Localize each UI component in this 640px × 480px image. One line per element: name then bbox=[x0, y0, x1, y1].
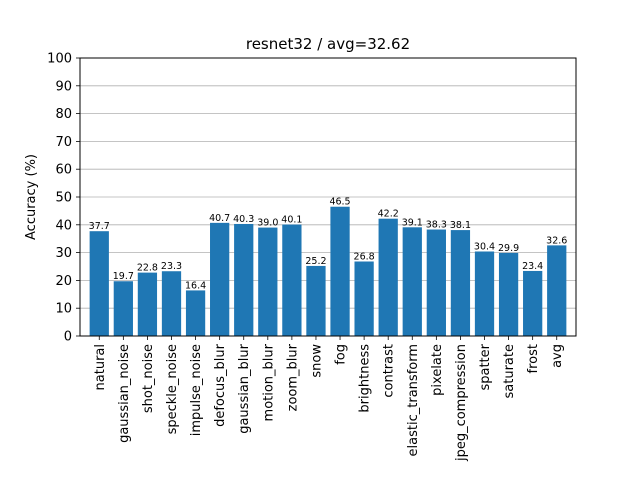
x-tick-label: snow bbox=[309, 344, 324, 378]
y-tick-label: 80 bbox=[55, 107, 72, 122]
bar bbox=[258, 227, 278, 336]
chart-title: resnet32 / avg=32.62 bbox=[246, 35, 410, 53]
bar bbox=[113, 281, 133, 336]
bar-value-label: 40.7 bbox=[209, 213, 230, 224]
bar bbox=[474, 251, 495, 336]
x-tick-label: gaussian_blur bbox=[237, 343, 252, 433]
bar-value-label: 25.2 bbox=[305, 256, 326, 267]
y-tick-label: 0 bbox=[64, 330, 72, 345]
y-tick-label: 60 bbox=[55, 163, 72, 178]
x-tick-label: gaussian_noise bbox=[117, 344, 132, 443]
x-tick-label: natural bbox=[93, 344, 108, 390]
bar bbox=[210, 222, 230, 336]
bar-value-label: 19.7 bbox=[113, 271, 134, 282]
bar-value-label: 30.4 bbox=[474, 241, 495, 252]
bar-value-label: 39.0 bbox=[257, 218, 278, 229]
x-tick-label: shot_noise bbox=[141, 344, 156, 413]
bar-value-label: 22.8 bbox=[137, 263, 158, 274]
bar bbox=[89, 231, 109, 336]
y-axis-label: Accuracy (%) bbox=[24, 154, 39, 240]
x-tick-label: spatter bbox=[478, 343, 493, 390]
x-tick-label: fog bbox=[334, 344, 349, 365]
bar-value-label: 32.6 bbox=[546, 235, 567, 246]
bar bbox=[498, 252, 519, 336]
y-tick-label: 40 bbox=[55, 218, 72, 233]
x-tick-label: elastic_transform bbox=[406, 344, 421, 456]
bar bbox=[161, 271, 182, 336]
bar-value-label: 40.3 bbox=[233, 214, 254, 225]
x-tick-label: contrast bbox=[382, 344, 397, 398]
bar-value-label: 16.4 bbox=[185, 280, 206, 291]
y-tick-label: 70 bbox=[55, 135, 72, 150]
y-axis-ticks: 0 10 20 30 40 50 60 70 80 90 100 bbox=[47, 52, 80, 345]
bar bbox=[330, 206, 350, 336]
x-tick-label: motion_blur bbox=[261, 343, 276, 421]
bar-value-label: 42.2 bbox=[378, 209, 399, 220]
bar-value-label: 40.1 bbox=[281, 215, 302, 226]
bar bbox=[185, 290, 206, 336]
x-tick-label: jpeg_compression bbox=[454, 344, 469, 462]
bar-value-label: 26.8 bbox=[354, 251, 375, 262]
bar-value-label: 29.9 bbox=[498, 243, 519, 254]
bar bbox=[306, 265, 326, 336]
x-tick-label: defocus_blur bbox=[213, 343, 228, 427]
bar bbox=[137, 272, 158, 336]
bars bbox=[89, 206, 567, 336]
x-tick-label: pixelate bbox=[430, 344, 445, 396]
bar bbox=[450, 230, 471, 336]
bar-value-label: 38.3 bbox=[426, 220, 447, 231]
y-tick-label: 30 bbox=[55, 246, 72, 261]
y-tick-label: 50 bbox=[55, 191, 72, 206]
x-tick-label: saturate bbox=[502, 344, 517, 398]
bar bbox=[354, 261, 374, 336]
bar bbox=[402, 227, 422, 336]
bar bbox=[378, 218, 398, 336]
bar bbox=[547, 245, 567, 336]
x-tick-label: brightness bbox=[358, 344, 373, 413]
x-tick-label: impulse_noise bbox=[189, 344, 204, 436]
bar bbox=[523, 270, 543, 336]
x-tick-label: speckle_noise bbox=[165, 344, 180, 434]
y-tick-label: 90 bbox=[55, 79, 72, 94]
x-axis-ticks: natural gaussian_noise shot_noise speckle_n… bbox=[93, 336, 565, 462]
bar-value-label: 46.5 bbox=[329, 197, 350, 208]
bar-value-label: 37.7 bbox=[89, 221, 110, 232]
y-tick-label: 100 bbox=[47, 52, 72, 67]
bar-value-label: 23.4 bbox=[522, 261, 543, 272]
bar-value-label: 23.3 bbox=[161, 261, 182, 272]
x-tick-label: avg bbox=[550, 344, 565, 368]
x-tick-label: frost bbox=[526, 344, 541, 373]
bar-value-label: 39.1 bbox=[402, 217, 423, 228]
y-tick-label: 20 bbox=[55, 274, 72, 289]
bar bbox=[282, 224, 302, 336]
x-tick-label: zoom_blur bbox=[285, 343, 300, 411]
y-tick-label: 10 bbox=[55, 302, 72, 317]
bar-value-labels: 37.7 19.722.8 23.316.4 40.7 40.3 39.0 40.1 25.2… bbox=[89, 197, 568, 292]
bar bbox=[234, 223, 254, 336]
bar bbox=[426, 229, 446, 336]
bar-value-label: 38.1 bbox=[450, 220, 471, 231]
